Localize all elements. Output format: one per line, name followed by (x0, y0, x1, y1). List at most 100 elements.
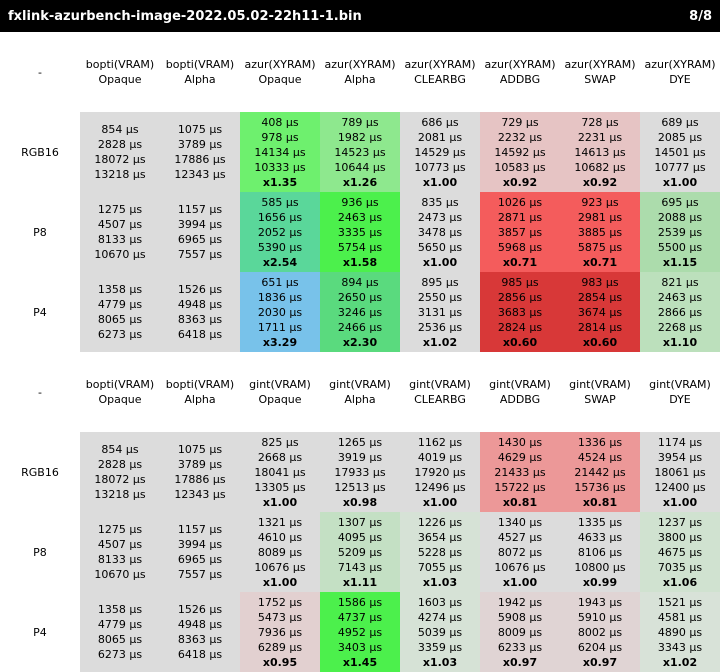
column-header-mode: SWAP (584, 73, 616, 86)
speedup-ratio: x0.92 (582, 175, 618, 189)
timing-value: 3789 µs (177, 138, 223, 151)
timing-value: 2550 µs (417, 290, 463, 304)
timing-value: 12400 µs (654, 480, 706, 494)
timing-value: 1226 µs (417, 515, 463, 529)
speedup-ratio: x1.03 (422, 655, 458, 669)
timing-value: 8133 µs (97, 233, 143, 246)
result-cell: 821 µs 2463 µs 2866 µs 2268 µs x1.10 (640, 272, 720, 352)
row-format-label: P8 (0, 512, 80, 592)
timing-value: 10773 µs (414, 160, 466, 174)
timing-value: 3359 µs (417, 640, 463, 654)
row-format-label: RGB16 (0, 112, 80, 192)
timing-value: 10670 µs (94, 568, 146, 581)
result-cell: 1226 µs 3654 µs 5228 µs 7055 µs x1.03 (400, 512, 480, 592)
timing-value: 6273 µs (97, 648, 143, 661)
result-cell: 1307 µs 4095 µs 5209 µs 7143 µs x1.11 (320, 512, 400, 592)
timing-value: 3954 µs (657, 450, 703, 464)
timing-value: 585 µs (261, 195, 299, 209)
result-cell: 835 µs 2473 µs 3478 µs 5650 µs x1.00 (400, 192, 480, 272)
column-header-mode: CLEARBG (414, 73, 466, 86)
timing-value: 695 µs (661, 195, 699, 209)
timing-value: 1275 µs (97, 203, 143, 216)
timing-value: 1321 µs (257, 515, 303, 529)
timing-value: 8089 µs (257, 545, 303, 559)
timing-value: 3131 µs (417, 305, 463, 319)
timing-value: 4779 µs (97, 298, 143, 311)
speedup-ratio: x0.99 (582, 575, 618, 589)
speedup-ratio: x1.45 (342, 655, 378, 669)
column-header-method: gint(VRAM) (569, 378, 631, 391)
title-bar: fxlink-azurbench-image-2022.05.02-22h11-… (0, 0, 720, 32)
timing-value: 2473 µs (417, 210, 463, 224)
timing-value: 4952 µs (337, 625, 383, 639)
speedup-ratio: x1.58 (342, 255, 378, 269)
timing-value: 1358 µs (97, 283, 143, 296)
result-cell: 1430 µs 4629 µs 21433 µs 15722 µs x0.81 (480, 432, 560, 512)
result-cell: 1942 µs 5908 µs 8009 µs 6233 µs x0.97 (480, 592, 560, 672)
result-cell: 1157 µs 3994 µs 6965 µs 7557 µs (160, 512, 240, 592)
timing-value: 6418 µs (177, 328, 223, 341)
result-cell: 686 µs 2081 µs 14529 µs 10773 µs x1.00 (400, 112, 480, 192)
timing-value: 2466 µs (337, 320, 383, 334)
result-cell: 1321 µs 4610 µs 8089 µs 10676 µs x1.00 (240, 512, 320, 592)
timing-value: 18072 µs (94, 473, 146, 486)
column-header-method: gint(VRAM) (409, 378, 471, 391)
result-cell: 936 µs 2463 µs 3335 µs 5754 µs x1.58 (320, 192, 400, 272)
table-row: RGB16 854 µs 2828 µs 18072 µs 13218 µs 1075 µ… (0, 432, 720, 512)
timing-value: 1358 µs (97, 603, 143, 616)
timing-value: 5500 µs (657, 240, 703, 254)
result-cell: 689 µs 2085 µs 14501 µs 10777 µs x1.00 (640, 112, 720, 192)
timing-value: 2536 µs (417, 320, 463, 334)
result-cell: 1358 µs 4779 µs 8065 µs 6273 µs (80, 272, 160, 352)
timing-value: 985 µs (501, 275, 539, 289)
column-header-mode: Alpha (344, 393, 376, 406)
timing-value: 2650 µs (337, 290, 383, 304)
timing-value: 3343 µs (657, 640, 703, 654)
row-format-label: P8 (0, 192, 80, 272)
timing-value: 5910 µs (577, 610, 623, 624)
timing-value: 8363 µs (177, 633, 223, 646)
result-cell: 983 µs 2854 µs 3674 µs 2814 µs x0.60 (560, 272, 640, 352)
timing-value: 1075 µs (177, 123, 223, 136)
timing-value: 936 µs (341, 195, 379, 209)
timing-value: 1237 µs (657, 515, 703, 529)
timing-value: 894 µs (341, 275, 379, 289)
result-cell: 1237 µs 3800 µs 4675 µs 7035 µs x1.06 (640, 512, 720, 592)
timing-value: 983 µs (581, 275, 619, 289)
timing-value: 4095 µs (337, 530, 383, 544)
column-header: bopti(VRAM) Opaque (80, 352, 160, 432)
timing-value: 3919 µs (337, 450, 383, 464)
speedup-ratio: x1.15 (662, 255, 698, 269)
result-cell: 695 µs 2088 µs 2539 µs 5500 µs x1.15 (640, 192, 720, 272)
timing-value: 2268 µs (657, 320, 703, 334)
timing-value: 17886 µs (174, 473, 226, 486)
table-header-row: - bopti(VRAM) Opaque bopti(VRAM) Alpha azur(X… (0, 32, 720, 112)
timing-value: 1752 µs (257, 595, 303, 609)
speedup-ratio: x1.26 (342, 175, 378, 189)
column-header: azur(XYRAM) DYE (640, 32, 720, 112)
speedup-ratio: x1.00 (662, 175, 698, 189)
speedup-ratio: x1.02 (422, 335, 458, 349)
timing-value: 3994 µs (177, 538, 223, 551)
timing-value: 8009 µs (497, 625, 543, 639)
timing-value: 12343 µs (174, 168, 226, 181)
timing-value: 2030 µs (257, 305, 303, 319)
timing-value: 978 µs (261, 130, 299, 144)
table-row: P4 1358 µs 4779 µs 8065 µs 6273 µs 1526 µs 494… (0, 592, 720, 672)
timing-value: 6965 µs (177, 233, 223, 246)
timing-value: 3674 µs (577, 305, 623, 319)
column-header-mode: Opaque (98, 393, 142, 406)
timing-value: 1430 µs (497, 435, 543, 449)
result-cell: 1340 µs 4527 µs 8072 µs 10676 µs x1.00 (480, 512, 560, 592)
result-cell: 1526 µs 4948 µs 8363 µs 6418 µs (160, 592, 240, 672)
timing-value: 1521 µs (657, 595, 703, 609)
timing-value: 10583 µs (494, 160, 546, 174)
result-cell: 1336 µs 4524 µs 21442 µs 15736 µs x0.81 (560, 432, 640, 512)
timing-value: 854 µs (101, 123, 139, 136)
timing-value: 17886 µs (174, 153, 226, 166)
column-header-mode: Opaque (258, 393, 302, 406)
timing-value: 1656 µs (257, 210, 303, 224)
speedup-ratio: x1.00 (262, 575, 298, 589)
timing-value: 651 µs (261, 275, 299, 289)
timing-value: 7557 µs (177, 568, 223, 581)
